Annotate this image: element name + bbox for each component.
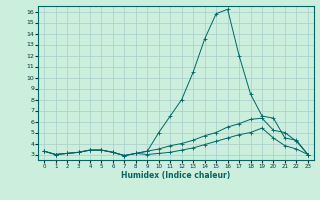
X-axis label: Humidex (Indice chaleur): Humidex (Indice chaleur) (121, 171, 231, 180)
